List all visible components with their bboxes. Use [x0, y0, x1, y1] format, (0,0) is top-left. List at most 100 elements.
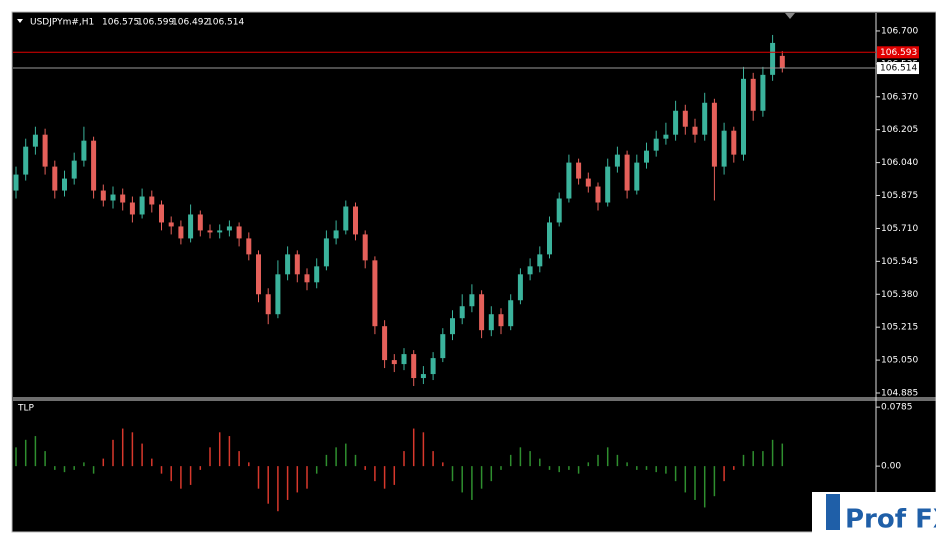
candle-body [663, 134, 669, 139]
ohlc-low: 106.492 [172, 18, 209, 28]
candle-body [129, 202, 135, 215]
candle-body [634, 162, 640, 191]
candle-body [479, 294, 485, 331]
y-tick-label: 106.205 [881, 125, 918, 135]
candle-body [217, 230, 223, 233]
candle-body [71, 160, 77, 179]
bid-label-box [877, 62, 919, 75]
candle-body [372, 260, 378, 327]
candle-body [110, 194, 116, 201]
candle-body [120, 194, 126, 203]
candle-body [750, 78, 756, 111]
candle-body [566, 162, 572, 199]
candle-body [13, 174, 19, 191]
candle-body [770, 42, 776, 75]
ohlc-close: 106.514 [207, 18, 244, 28]
ask-label: 106.593 [880, 48, 917, 58]
candle-body [226, 226, 232, 231]
candle-body [188, 214, 194, 239]
candle-body [527, 266, 533, 275]
candle-body [52, 166, 58, 191]
candle-body [420, 374, 426, 379]
candle-body [382, 326, 388, 361]
y-tick-label: 104.885 [881, 389, 918, 399]
candle-body [537, 254, 543, 267]
candle-body [411, 354, 417, 379]
candle-body [605, 166, 611, 203]
candle-body [673, 110, 679, 135]
candle-body [265, 294, 271, 315]
candle-body [585, 178, 591, 187]
candle-body [23, 146, 29, 175]
candle-body [653, 138, 659, 151]
y-tick-label: 105.380 [881, 290, 918, 300]
candle-body [314, 266, 320, 283]
candle-body [459, 306, 465, 319]
candle-body [246, 238, 252, 255]
candle-body [721, 130, 727, 167]
candle-body [702, 102, 708, 135]
candle-body [760, 74, 766, 111]
candle-body [779, 55, 785, 69]
menu-arrow[interactable] [17, 19, 23, 23]
chart-background [11, 11, 936, 533]
candle-body [498, 314, 504, 327]
candle-body [741, 78, 746, 155]
logo-mark [826, 494, 840, 530]
candle-body [488, 314, 494, 331]
overlay: 106.593 106.514 [13, 46, 919, 75]
ohlc-open: 106.575 [102, 18, 139, 28]
symbol: USDJPYm#,H1 [30, 18, 94, 28]
logo: Prof FX [845, 505, 936, 535]
candle-body [343, 206, 349, 231]
y-tick-label: 105.545 [881, 257, 918, 267]
candle-body [362, 234, 368, 261]
candle-body [517, 274, 523, 301]
candle-body [576, 162, 582, 179]
ask-label-box [877, 46, 919, 59]
y-tick-label: 106.370 [881, 92, 918, 102]
candle-body [275, 274, 281, 315]
y-tick-label: 105.215 [881, 323, 918, 333]
y-tick-label: 106.040 [881, 158, 918, 168]
candle-body [159, 204, 164, 223]
ohlc-high: 106.599 [137, 18, 174, 28]
candle-body [207, 230, 213, 233]
candle-body [139, 196, 145, 215]
bid-label: 106.514 [880, 64, 917, 74]
candle-body [178, 226, 184, 239]
candle-body [692, 126, 698, 135]
candle-body [149, 196, 155, 205]
candle-body [508, 300, 514, 327]
candle-body [32, 134, 38, 147]
candle-body [256, 254, 261, 295]
candle-body [469, 294, 475, 307]
candle-body [91, 140, 97, 191]
y-tick-label: 105.710 [881, 224, 918, 234]
candle-body [644, 150, 649, 163]
candle-body [168, 222, 174, 227]
candle-body [682, 110, 688, 127]
candle-body [333, 230, 339, 239]
candle-body [624, 154, 630, 191]
indicator-title: TLP [17, 404, 35, 414]
candle-body [595, 186, 601, 203]
y-tick-label: 105.050 [881, 356, 918, 366]
candle-body [556, 198, 562, 223]
candle-body [450, 318, 455, 335]
candle-body [430, 358, 436, 375]
candle-body [614, 154, 620, 167]
candle-body [711, 102, 717, 167]
candle-body [353, 206, 358, 235]
candle-body [294, 254, 300, 275]
candle-body [440, 334, 446, 359]
y-tick-label: 106.700 [881, 26, 918, 36]
candle-body [391, 360, 397, 365]
y-tick-label: 0.00 [881, 462, 901, 472]
candle-body [731, 130, 737, 155]
y-tick-label: 105.875 [881, 191, 918, 201]
candle-body [304, 274, 310, 283]
candle-body [323, 238, 329, 267]
candle-body [236, 226, 242, 239]
